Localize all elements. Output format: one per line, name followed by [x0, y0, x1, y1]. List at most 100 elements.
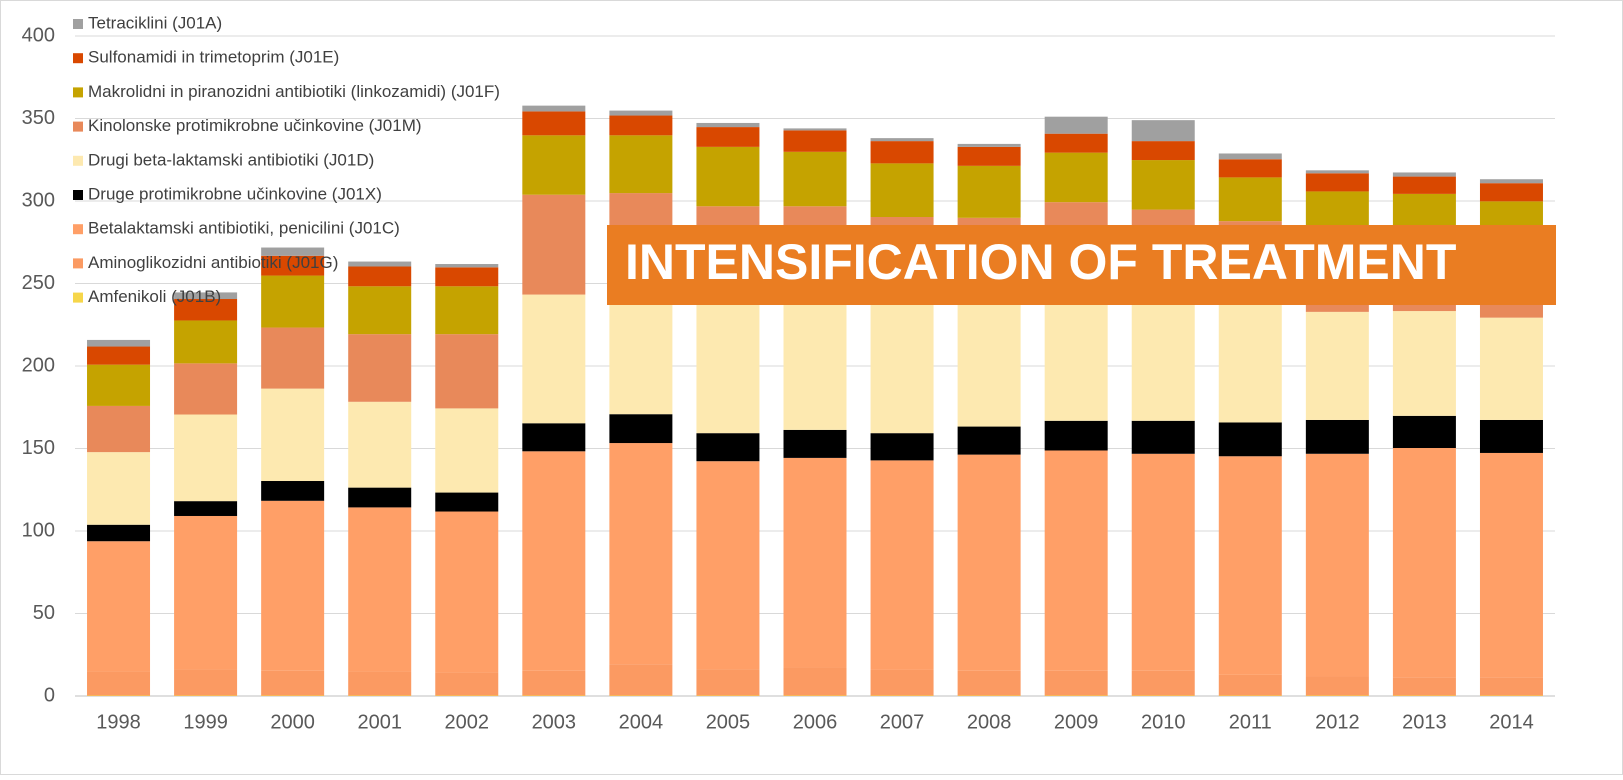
legend-label: Sulfonamidi in trimetoprim (J01E): [88, 48, 339, 67]
legend-swatch: [73, 224, 83, 234]
y-tick-label: 300: [22, 189, 55, 211]
bar-segment: [174, 501, 237, 516]
bar-segment: [435, 408, 498, 492]
bar-segment: [261, 389, 324, 481]
bar-segment: [174, 415, 237, 502]
bar-segment: [261, 481, 324, 501]
bar-segment: [522, 451, 585, 670]
bar-segment: [261, 328, 324, 389]
bar-segment: [87, 340, 150, 347]
bar-segment: [1132, 454, 1195, 671]
legend-swatch: [73, 19, 83, 29]
bar-segment: [871, 460, 934, 670]
bar-segment: [174, 669, 237, 695]
bar-segment: [609, 443, 672, 664]
bar-segment: [609, 414, 672, 443]
bar-segment: [871, 141, 934, 163]
bar-segment: [87, 365, 150, 406]
bar-segment: [348, 334, 411, 402]
x-tick-label: 2004: [619, 711, 664, 733]
bar-segment: [348, 488, 411, 508]
legend-label: Druge protimikrobne učinkovine (J01X): [88, 184, 382, 203]
legend-swatch: [73, 190, 83, 200]
y-tick-label: 100: [22, 519, 55, 541]
bar-segment: [1132, 300, 1195, 420]
bar-segment: [1393, 311, 1456, 416]
y-tick-label: 200: [22, 354, 55, 376]
bar-segment: [1132, 421, 1195, 454]
bar-segment: [696, 127, 759, 147]
bar-segment: [1045, 134, 1108, 153]
bar-segment: [1132, 141, 1195, 160]
bar-segment: [784, 130, 847, 151]
legend-swatch: [73, 293, 83, 303]
annotation: INTENSIFICATION OF TREATMENT: [625, 234, 1456, 290]
bar-segment: [1132, 671, 1195, 696]
y-tick-label: 400: [22, 24, 55, 46]
bar-segment: [1219, 303, 1282, 423]
bar-segment: [1219, 675, 1282, 696]
x-tick-label: 2008: [967, 711, 1012, 733]
bar-segment: [1219, 456, 1282, 675]
bar-segment: [435, 672, 498, 695]
legend-swatch: [73, 53, 83, 63]
legend-label: Amfenikoli (J01B): [88, 287, 221, 306]
bar-segment: [348, 402, 411, 488]
bar-segment: [1306, 170, 1369, 173]
bar-segment: [958, 300, 1021, 427]
x-tick-label: 2006: [793, 711, 838, 733]
bar-segment: [174, 320, 237, 363]
bar-segment: [958, 166, 1021, 218]
legend-label: Drugi beta-laktamski antibiotiki (J01D): [88, 150, 374, 169]
bar-segment: [87, 406, 150, 452]
bar-segment: [522, 195, 585, 295]
bar-segment: [348, 262, 411, 267]
bar-segment: [871, 433, 934, 460]
bar-segment: [261, 671, 324, 696]
legend-label: Betalaktamski antibiotiki, penicilini (J…: [88, 219, 400, 238]
bar-segment: [522, 671, 585, 696]
bar-segment: [522, 111, 585, 135]
bar-segment: [1219, 177, 1282, 221]
x-tick-label: 2014: [1489, 711, 1534, 733]
bar-segment: [1480, 179, 1543, 183]
bar-segment: [1480, 318, 1543, 420]
bar-segment: [87, 347, 150, 365]
bar-segment: [784, 291, 847, 430]
bar-segment: [784, 667, 847, 695]
bar-segment: [696, 291, 759, 433]
bar-segment: [609, 292, 672, 414]
bar-segment: [1393, 177, 1456, 194]
bar-segment: [1306, 677, 1369, 696]
bar-segment: [958, 144, 1021, 147]
bar-segment: [261, 276, 324, 328]
bar-segment: [1480, 453, 1543, 677]
bar-segment: [1219, 422, 1282, 456]
x-tick-label: 2011: [1229, 711, 1272, 733]
bar-segment: [1045, 153, 1108, 203]
bar-segment: [1045, 117, 1108, 134]
x-tick-label: 2009: [1054, 711, 1099, 733]
bar-segment: [435, 493, 498, 512]
bar-segment: [348, 672, 411, 696]
bar-segment: [1306, 312, 1369, 420]
bar-segment: [1306, 454, 1369, 677]
bar-segment: [696, 461, 759, 669]
y-tick-label: 0: [44, 684, 55, 706]
y-tick-label: 150: [22, 437, 55, 459]
legend-swatch: [73, 258, 83, 268]
bar-segment: [435, 334, 498, 408]
bar-segment: [696, 123, 759, 127]
legend-swatch: [73, 87, 83, 97]
bar-segment: [522, 135, 585, 194]
bar-segment: [174, 363, 237, 414]
annotation-banner: INTENSIFICATION OF TREATMENT: [607, 225, 1556, 305]
x-tick-label: 2013: [1402, 711, 1447, 733]
bar-segment: [1306, 420, 1369, 454]
bar-segment: [1045, 300, 1108, 420]
bar-segment: [1480, 183, 1543, 201]
x-tick-label: 2010: [1141, 711, 1186, 733]
bar-segment: [871, 163, 934, 217]
bar-segment: [784, 430, 847, 458]
